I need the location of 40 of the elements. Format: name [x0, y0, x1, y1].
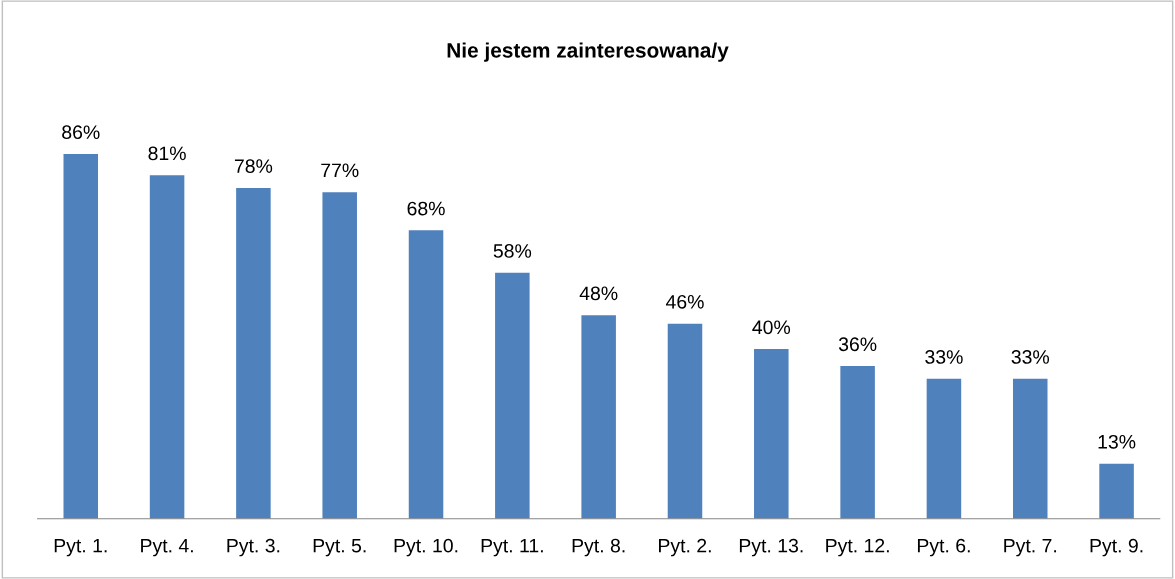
bar [236, 187, 271, 519]
x-tick-label: Pyt. 8. [572, 538, 625, 557]
bar [408, 230, 444, 519]
bar [1099, 463, 1134, 519]
data-label: 33% [1011, 350, 1050, 364]
data-label: 68% [407, 201, 445, 216]
bar [63, 154, 99, 519]
x-tick-label: Pyt. 11. [481, 538, 543, 557]
x-tick-label: Pyt. 1. [54, 538, 107, 557]
data-label: 78% [234, 159, 273, 173]
x-tick-label: Pyt. 3. [227, 538, 280, 557]
data-label: 48% [579, 286, 618, 301]
data-label: 86% [62, 125, 100, 140]
bar [322, 192, 357, 519]
data-label: 40% [752, 320, 791, 335]
data-label: 58% [493, 244, 532, 258]
bar [926, 378, 962, 519]
bar [840, 366, 875, 519]
x-tick-label: Pyt. 2. [659, 538, 711, 557]
x-tick-label: Pyt. 6. [917, 538, 970, 557]
bar [754, 349, 789, 519]
x-tick-label: Pyt. 9. [1090, 538, 1143, 557]
x-tick-label: Pyt. 5. [313, 538, 366, 557]
x-tick-label: Pyt. 7. [1004, 538, 1057, 557]
bar [581, 315, 616, 519]
bar [1012, 378, 1048, 519]
bar [149, 175, 185, 519]
x-tick-label: Pyt. 4. [141, 538, 193, 557]
data-label: 77% [321, 163, 359, 178]
data-label: 33% [925, 350, 963, 364]
data-label: 46% [665, 294, 704, 309]
x-tick-label: Pyt. 10. [394, 538, 458, 557]
x-tick-label: Pyt. 12. [826, 538, 889, 557]
bar [495, 272, 530, 519]
data-label: 13% [1098, 434, 1136, 449]
bar [667, 323, 703, 519]
x-tick-label: Pyt. 13. [739, 538, 803, 557]
chart-title: Nie jestem zainteresowana/y [447, 42, 729, 62]
data-label: 36% [838, 337, 877, 352]
data-label: 81% [148, 146, 186, 161]
